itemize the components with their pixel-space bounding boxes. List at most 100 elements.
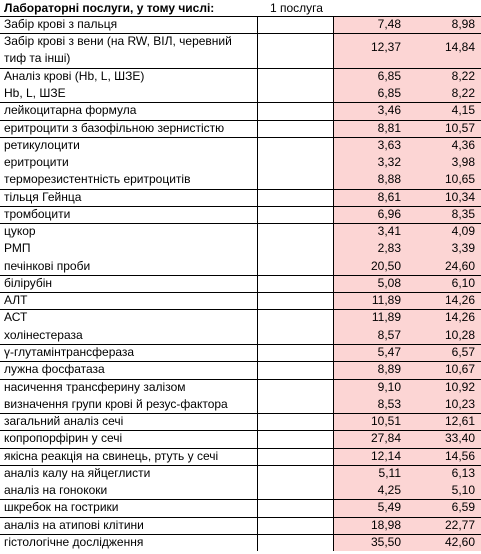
price-without-vat-cell: 6,96 (334, 205, 407, 224)
price-with-vat-cell: 8,35 (407, 205, 481, 224)
price-without-vat-cell: 8,53 (334, 395, 407, 414)
price-with-vat-cell: 14,84 (407, 33, 481, 68)
table-row: визначення групи крові й резус-фактора 8,… (0, 395, 481, 414)
empty-cell (258, 413, 334, 431)
service-name-cell: насичення трансферину залізом (0, 378, 258, 396)
service-name-cell: Аналіз крові (Hb, L, ШЗЕ) (0, 67, 258, 86)
service-name-cell: лужна фосфатаза (0, 361, 258, 379)
price-without-vat-cell: 12,14 (334, 447, 407, 465)
table-row: білірубін 5,08 6,10 (0, 274, 481, 293)
price-without-vat-cell: 4,25 (334, 482, 407, 500)
table-row: РМП 2,83 3,39 (0, 240, 481, 258)
price-without-vat-cell: 3,46 (334, 102, 407, 120)
price-with-vat-cell: 22,77 (407, 516, 481, 534)
empty-cell (258, 33, 334, 68)
price-with-vat-cell: 10,28 (407, 326, 481, 345)
price-without-vat-cell: 10,51 (334, 413, 407, 431)
empty-cell (258, 430, 334, 448)
price-without-vat-cell: 6,85 (334, 67, 407, 86)
empty-cell (258, 102, 334, 120)
table-row: Hb, L, ШЗЕ 6,85 8,22 (0, 85, 481, 103)
table-row: терморезистентність еритроцитів 8,88 10,65 (0, 171, 481, 189)
price-without-vat-cell: 8,57 (334, 326, 407, 345)
service-name-cell: Забір крові з пальця (0, 16, 258, 34)
service-name-cell: тільця Гейнца (0, 188, 258, 206)
empty-cell (258, 223, 334, 241)
service-name-cell: аналіз на гонококи (0, 482, 258, 500)
price-without-vat-cell: 7,48 (334, 16, 407, 34)
table-row: ретикулоцити 3,63 4,36 (0, 136, 481, 155)
price-with-vat-cell: 6,59 (407, 499, 481, 517)
header-row: Лабораторні послуги, у тому числі: 1 пос… (0, 0, 481, 16)
service-name-cell: холінестераза (0, 326, 258, 345)
price-with-vat-cell: 4,36 (407, 136, 481, 155)
column-header-service: 1 послуга (270, 1, 323, 15)
price-without-vat-cell: 3,41 (334, 223, 407, 241)
empty-cell (258, 447, 334, 465)
price-with-vat-cell: 14,56 (407, 447, 481, 465)
table-row: Забір крові з пальця 7,48 8,98 (0, 16, 481, 34)
empty-cell (258, 171, 334, 189)
empty-cell (258, 309, 334, 327)
table-row: аналіз на гонококи 4,25 5,10 (0, 482, 481, 500)
empty-cell (258, 205, 334, 224)
price-with-vat-cell: 10,23 (407, 395, 481, 414)
empty-cell (258, 257, 334, 275)
empty-cell (258, 482, 334, 500)
price-without-vat-cell: 35,50 (334, 533, 407, 552)
table-row: лейкоцитарна формула 3,46 4,15 (0, 102, 481, 120)
service-name-cell: Забір крові з вени (на RW, ВІЛ, черевний… (0, 33, 258, 68)
price-with-vat-cell: 10,65 (407, 171, 481, 189)
price-without-vat-cell: 8,61 (334, 188, 407, 206)
empty-cell (258, 344, 334, 362)
service-name-cell: еритроцити (0, 154, 258, 172)
service-name-cell: АСТ (0, 309, 258, 327)
price-with-vat-cell: 8,98 (407, 16, 481, 34)
price-without-vat-cell: 12,37 (334, 33, 407, 68)
empty-cell (258, 136, 334, 155)
price-without-vat-cell: 3,63 (334, 136, 407, 155)
price-with-vat-cell: 6,13 (407, 464, 481, 483)
service-name-cell: печінкові проби (0, 257, 258, 275)
service-name-cell: АЛТ (0, 292, 258, 310)
service-name-cell: цукор (0, 223, 258, 241)
empty-cell (258, 67, 334, 86)
empty-cell (258, 240, 334, 258)
service-name-cell: загальний аналіз сечі (0, 413, 258, 431)
empty-cell (258, 361, 334, 379)
price-with-vat-cell: 14,26 (407, 309, 481, 327)
service-name-cell: аналіз калу на яйцеглисти (0, 464, 258, 483)
table-row: копропорфірин у сечі 27,84 33,40 (0, 430, 481, 448)
price-with-vat-cell: 10,92 (407, 378, 481, 396)
price-with-vat-cell: 14,26 (407, 292, 481, 310)
service-name-cell: білірубін (0, 274, 258, 293)
table-row: тільця Гейнца 8,61 10,34 (0, 188, 481, 206)
empty-cell (258, 119, 334, 137)
table-row: АЛТ 11,89 14,26 (0, 292, 481, 310)
price-with-vat-cell: 10,34 (407, 188, 481, 206)
table-row: еритроцити 3,32 3,98 (0, 154, 481, 172)
table-row: аналіз на атипові клітини 18,98 22,77 (0, 516, 481, 534)
empty-cell (258, 533, 334, 552)
service-name-cell: Hb, L, ШЗЕ (0, 85, 258, 103)
price-with-vat-cell: 8,22 (407, 85, 481, 103)
price-with-vat-cell: 4,15 (407, 102, 481, 120)
price-with-vat-cell: 3,39 (407, 240, 481, 258)
table-row: γ-глутамінтрансфераза 5,47 6,57 (0, 344, 481, 362)
empty-cell (258, 499, 334, 517)
table-row: насичення трансферину залізом 9,10 10,92 (0, 378, 481, 396)
table-row: загальний аналіз сечі 10,51 12,61 (0, 413, 481, 431)
service-name-cell: γ-глутамінтрансфераза (0, 344, 258, 362)
empty-cell (258, 16, 334, 34)
empty-cell (258, 188, 334, 206)
table-row: цукор 3,41 4,09 (0, 223, 481, 241)
service-name-cell: лейкоцитарна формула (0, 102, 258, 120)
price-with-vat-cell: 24,60 (407, 257, 481, 275)
empty-cell (258, 516, 334, 534)
price-with-vat-cell: 10,57 (407, 119, 481, 137)
table-row: тромбоцити 6,96 8,35 (0, 205, 481, 224)
empty-cell (258, 292, 334, 310)
empty-cell (258, 326, 334, 345)
price-without-vat-cell: 5,08 (334, 274, 407, 293)
table-row: гістологічне дослідження 35,50 42,60 (0, 533, 481, 552)
